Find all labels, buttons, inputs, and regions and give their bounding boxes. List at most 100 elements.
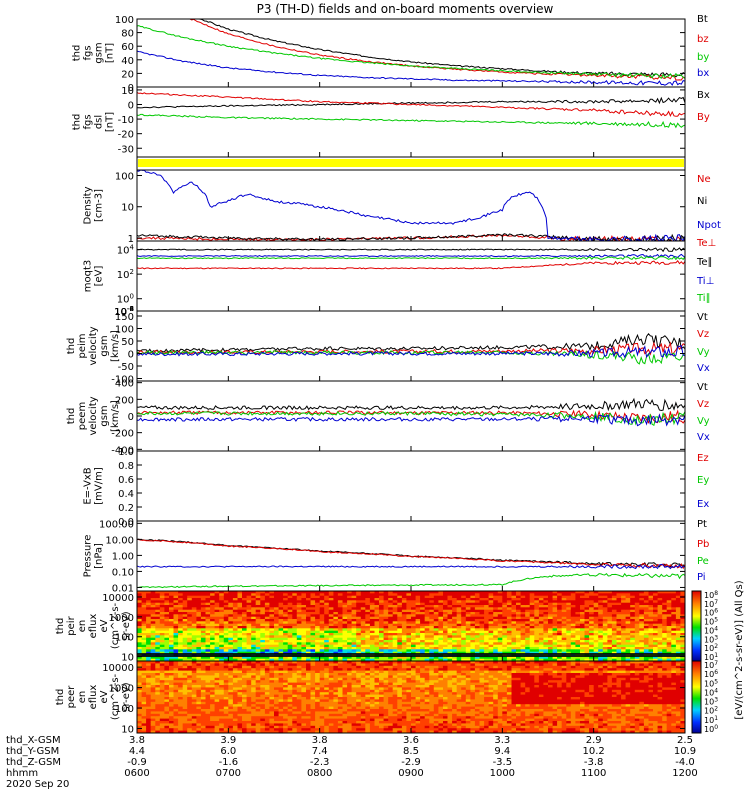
footer-row-label: thd_Y-GSM [6, 746, 59, 757]
legend-entry-Npot: Npot [697, 220, 721, 231]
footer-value: 10.9 [674, 746, 696, 757]
footer-value: 0800 [307, 768, 332, 779]
footer-value: -3.5 [493, 757, 513, 768]
series-line-Pi [137, 564, 685, 568]
series-line-Vx [137, 415, 685, 426]
colorbar-units-label: [eV/(cm^2-s-sr-eV)] (All Qs) [734, 580, 745, 719]
footer-value: -2.3 [310, 757, 330, 768]
ytick-label: 0 [128, 412, 134, 423]
series-line-Bx [137, 98, 685, 108]
footer-value: 8.5 [403, 746, 419, 757]
footer-value: 3.6 [403, 735, 419, 746]
legend-entry-bx: bx [697, 68, 709, 79]
footer-value: 4.4 [129, 746, 145, 757]
legend-entry-Bx: Bx [697, 90, 710, 101]
footer-value: 6.0 [220, 746, 236, 757]
ytick-label: 0.2 [118, 503, 134, 514]
series-line-Ti⊥ [137, 254, 685, 257]
series-line-Te⊥ [137, 261, 685, 269]
ytick-label: 20 [121, 69, 134, 80]
footer-value: 10.2 [583, 746, 605, 757]
panel-frame [137, 87, 685, 157]
ytick-label: 0 [128, 350, 134, 361]
legend-entry-Vy: Vy [697, 347, 710, 358]
panel-ylabel: moqt3[eV] [83, 260, 105, 293]
ytick-label: 10.00 [105, 535, 134, 546]
ytick-label: 100 [115, 172, 134, 183]
ytick-label: 102 [117, 268, 134, 281]
footer-value: 7.4 [312, 746, 328, 757]
footer-value: 2.9 [586, 735, 602, 746]
ytick-label: -50 [118, 362, 134, 373]
footer-value: -0.9 [127, 757, 147, 768]
ytick-label: 0.10 [112, 567, 134, 578]
ytick-label: 0.6 [118, 475, 134, 486]
footer-value: 1000 [490, 768, 515, 779]
series-line-bx [137, 51, 685, 85]
ytick-label: -20 [118, 130, 134, 141]
footer-value: 3.8 [312, 735, 328, 746]
legend-entry-Vz: Vz [697, 399, 709, 410]
series-line-bz [137, 19, 685, 80]
legend-entry-Pb: Pb [697, 539, 709, 550]
legend-entry-Ne: Ne [697, 174, 711, 185]
footer-row-label: hhmm [6, 768, 38, 779]
series-line-Npot [137, 170, 685, 241]
legend-entry-Ti⊥: Ti⊥ [696, 276, 714, 287]
ytick-label: 100.00 [99, 519, 134, 530]
legend-entry-Vy: Vy [697, 416, 710, 427]
legend-entry-Pe: Pe [697, 556, 709, 567]
quality-flag-bar [137, 157, 685, 170]
series-line-By [137, 93, 685, 117]
panel-ylabel: Pressure[nPa] [83, 535, 105, 578]
footer-row-label: thd_Z-GSM [6, 757, 61, 768]
ytick-label: 10000 [102, 593, 134, 604]
legend-entry-Te⊥: Te⊥ [696, 238, 716, 249]
footer-value: 0600 [124, 768, 149, 779]
legend-entry-By: By [697, 112, 710, 123]
legend-entry-Ni: Ni [697, 196, 707, 207]
footer-row-label: 2020 Sep 20 [6, 779, 69, 790]
ytick-label: 400 [115, 379, 134, 390]
panel-frame [137, 451, 685, 521]
panel-ylabel: Density[cm-3] [83, 186, 105, 224]
series-line-by [137, 26, 685, 79]
series-line-Vt [137, 399, 685, 410]
legend-entry-Ey: Ey [697, 475, 709, 486]
spectrogram-cells [137, 661, 685, 733]
ytick-label: 0.8 [118, 461, 134, 472]
legend-entry-Vx: Vx [697, 432, 710, 443]
legend-entry-Vt: Vt [697, 312, 708, 323]
ytick-label: 0 [128, 101, 134, 112]
panel-ylabel: thdpeirenefluxeV(cm^2-s-sr-eV) [55, 602, 132, 649]
ytick-label: 150 [115, 312, 134, 323]
ytick-label: 100 [117, 293, 134, 306]
panel-5: -400-2000200400thdpeemvelocitygsm[km/s]V… [66, 379, 710, 457]
footer-value: 0700 [216, 768, 241, 779]
series-line-Pe [137, 574, 685, 588]
panel-8: 10100100010000thdpeirenefluxeV(cm^2-s-sr… [55, 591, 685, 664]
ytick-label: 1.00 [112, 551, 134, 562]
panel-frame [137, 241, 685, 311]
footer-value: 3.8 [129, 735, 145, 746]
series-line-Bz [137, 114, 685, 127]
ytick-label: 10 [121, 724, 134, 735]
panel-ylabel: thdfgsdsl[nT] [72, 112, 116, 132]
panel-ylabel: thdpeerenefluxeV(cm^2-s-sr-eV) [55, 673, 132, 720]
legend-entry-Bt: Bt [697, 14, 708, 25]
ytick-label: 10 [121, 203, 134, 214]
ytick-label: 80 [121, 29, 134, 40]
panel-frame [137, 19, 685, 87]
legend-entry-bz: bz [697, 34, 709, 45]
panel-ylabel: thdfgsgsm[nT] [72, 42, 116, 63]
footer-value: 3.9 [220, 735, 236, 746]
footer-value: -1.6 [219, 757, 239, 768]
legend-entry-Ex: Ex [697, 499, 709, 510]
legend-entry-by: by [697, 52, 709, 63]
